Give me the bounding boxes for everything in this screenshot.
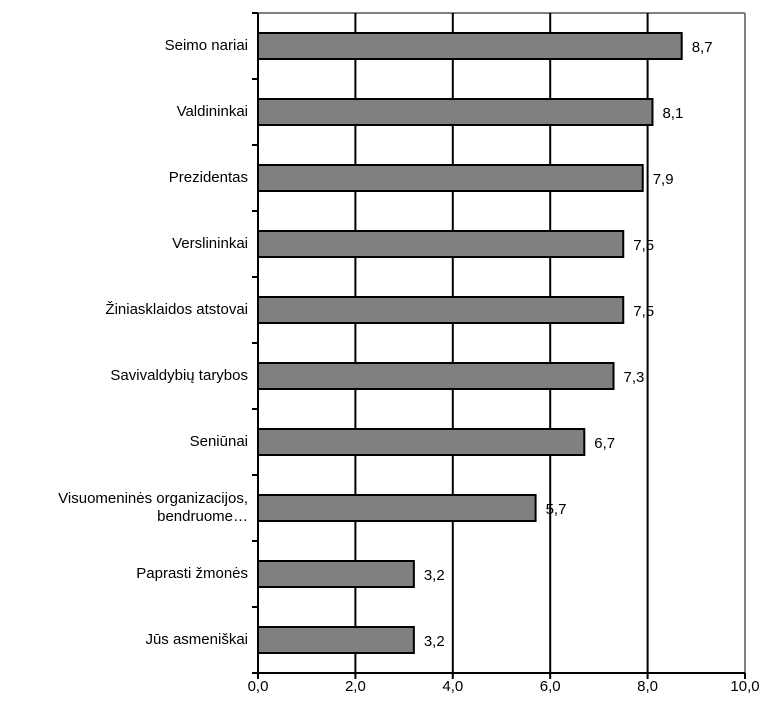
y-tick-label: Savivaldybių tarybos (110, 367, 248, 384)
bar (257, 494, 537, 522)
bar (257, 428, 586, 456)
x-tick-label: 2,0 (345, 678, 366, 695)
data-label: 7,9 (653, 171, 674, 188)
y-tick-label: Valdininkai (176, 103, 248, 120)
x-tick-label: 8,0 (637, 678, 658, 695)
y-tick-label: Žiniasklaidos atstovai (105, 301, 248, 318)
x-tick-label: 10,0 (730, 678, 759, 695)
data-label: 6,7 (594, 435, 615, 452)
bar (257, 560, 415, 588)
bar (257, 626, 415, 654)
data-label: 7,3 (624, 369, 645, 386)
bar (257, 32, 683, 60)
bar (257, 296, 625, 324)
bar (257, 98, 654, 126)
bar (257, 362, 615, 390)
data-label: 3,2 (424, 633, 445, 650)
data-label: 7,5 (633, 303, 654, 320)
y-tick-label: Jūs asmeniškai (145, 631, 248, 648)
y-tick-label: Verslininkai (172, 235, 248, 252)
bar (257, 164, 644, 192)
y-tick-label: Seniūnai (189, 433, 248, 450)
y-tick-label: Paprasti žmonės (136, 565, 248, 582)
y-tick-label: Seimo nariai (164, 37, 248, 54)
x-tick-label: 6,0 (540, 678, 561, 695)
x-tick-label: 4,0 (442, 678, 463, 695)
data-label: 7,5 (633, 237, 654, 254)
bar (257, 230, 625, 258)
data-label: 5,7 (546, 501, 567, 518)
data-label: 8,7 (692, 39, 713, 56)
data-label: 8,1 (662, 105, 683, 122)
data-label: 3,2 (424, 567, 445, 584)
y-tick-label: Visuomeninės organizacijos, bendruome… (58, 490, 248, 525)
x-tick-label: 0,0 (248, 678, 269, 695)
y-tick-label: Prezidentas (168, 169, 248, 186)
